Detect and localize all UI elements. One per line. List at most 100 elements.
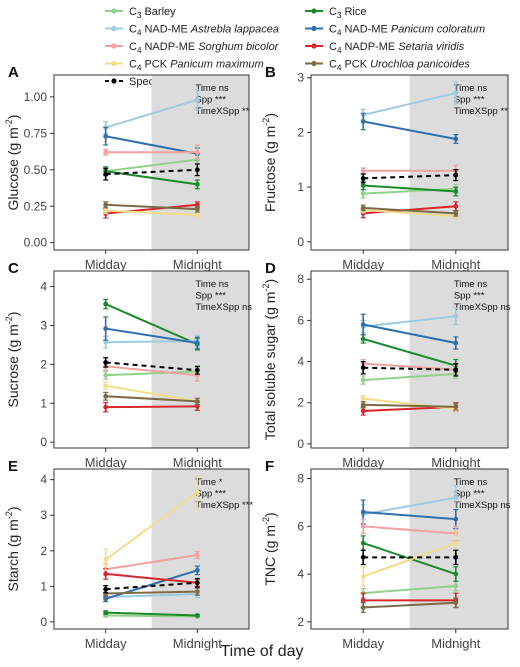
panel-border xyxy=(310,468,509,630)
data-point xyxy=(453,571,459,577)
panel-border xyxy=(310,270,509,449)
series-line xyxy=(105,203,198,211)
stats-label: TimeXSpp ** xyxy=(454,106,508,117)
legend-label: C3 Rice xyxy=(329,6,366,20)
series-1 xyxy=(103,610,200,618)
stats-label: Time ns xyxy=(454,83,488,94)
data-point xyxy=(194,212,200,218)
stats-label: Spp *** xyxy=(195,95,226,106)
data-point xyxy=(360,402,366,408)
panel-letter: D xyxy=(265,260,276,277)
series-1 xyxy=(360,535,459,582)
y-axis-title: Total soluble sugar (g m-2) xyxy=(261,279,278,440)
data-point xyxy=(453,583,459,589)
panels: A 0.00 0.25 0.50 0.75 1.00 Midday Midnight Gluco… xyxy=(4,64,511,651)
x-tick-label: Midnight xyxy=(173,636,223,651)
x-tick-label: Midday xyxy=(85,455,127,470)
stats-label: Time ns xyxy=(195,83,229,94)
stats-label: Spp *** xyxy=(195,489,226,500)
y-tick-label: 1.00 xyxy=(24,90,48,104)
panel-D: D 0 2 4 6 8 Midday Midnight Total soluble sugar … xyxy=(261,260,511,470)
legend-label: C4 NADP-ME Sorghum bicolor xyxy=(129,41,280,55)
series-line xyxy=(363,585,456,595)
series-8 xyxy=(103,577,200,594)
y-tick-label: 4 xyxy=(297,567,304,581)
data-point xyxy=(194,340,200,346)
data-point xyxy=(103,360,109,365)
series-line xyxy=(105,590,198,595)
y-tick-label: 2 xyxy=(40,357,47,371)
stats-label: Spp *** xyxy=(454,291,485,302)
series-line xyxy=(105,611,198,617)
y-tick-label: 0.00 xyxy=(24,236,48,250)
y-tick-label: 2 xyxy=(40,544,47,558)
data-point xyxy=(194,97,200,103)
series-line xyxy=(363,510,456,521)
data-point xyxy=(453,313,459,319)
stats-label: Spp *** xyxy=(454,489,485,500)
series-line xyxy=(105,554,198,571)
series-6 xyxy=(360,530,459,587)
data-point xyxy=(194,206,200,212)
legend-item: C4 NAD-ME Panicum coloratum xyxy=(305,24,485,38)
stats-label: Time ns xyxy=(454,279,488,290)
y-tick-label: 4 xyxy=(40,280,47,294)
series-line xyxy=(105,365,198,377)
panel-border xyxy=(53,270,250,449)
y-tick-label: 0 xyxy=(40,435,47,449)
series-8 xyxy=(103,163,200,181)
x-tick-label: Midday xyxy=(85,257,127,272)
series-line xyxy=(363,323,456,345)
series-7 xyxy=(360,597,459,613)
series-3 xyxy=(103,316,200,350)
legend-item: C4 NAD-ME Astrebla lappacea xyxy=(105,24,279,38)
series-line xyxy=(105,581,198,591)
stats-label: Time * xyxy=(195,477,222,488)
data-point xyxy=(194,589,200,595)
series-4 xyxy=(103,144,200,161)
series-line xyxy=(105,209,198,216)
data-point xyxy=(360,377,366,383)
stats-label: TimeXSpp ns xyxy=(454,500,511,511)
legend-label: C4 PCK Urochloa panicoides xyxy=(329,59,470,73)
series-line xyxy=(362,337,457,367)
panel-letter: E xyxy=(8,458,18,475)
data-point xyxy=(103,610,109,616)
legend-item: C4 NADP-ME Sorghum bicolor xyxy=(105,41,280,55)
series-line xyxy=(105,491,198,561)
data-point xyxy=(103,404,109,410)
data-point xyxy=(103,557,109,563)
y-tick-label: 3 xyxy=(297,71,304,85)
y-axis-title: TNC (g m-2) xyxy=(261,512,278,585)
data-point xyxy=(194,181,200,187)
data-point xyxy=(360,175,366,181)
legend-marker xyxy=(311,8,317,14)
data-point xyxy=(103,202,109,208)
data-point xyxy=(194,552,200,558)
y-tick-label: 0.75 xyxy=(24,126,48,140)
y-tick-label: 2 xyxy=(297,615,304,629)
legend-marker xyxy=(311,43,317,49)
series-line xyxy=(363,362,456,371)
panel-letter: A xyxy=(8,64,19,81)
data-point xyxy=(103,339,109,345)
data-point xyxy=(360,597,366,603)
x-axis-title: Time of day xyxy=(221,643,304,660)
series-8 xyxy=(360,169,459,184)
data-point xyxy=(453,172,459,178)
x-tick-label: Midnight xyxy=(431,636,481,651)
night-shade xyxy=(151,271,249,448)
series-line xyxy=(105,361,198,372)
data-point xyxy=(194,167,200,173)
panel-B: B 0 1 2 3 Midday Midnight Fructose (g m-2) Time … xyxy=(261,64,509,272)
series-line xyxy=(105,303,198,346)
series-line xyxy=(105,135,198,155)
series-line xyxy=(362,92,457,116)
legend-label: C3 Barley xyxy=(129,6,176,20)
data-point xyxy=(360,119,366,124)
series-4 xyxy=(360,518,459,542)
data-point xyxy=(194,580,200,586)
series-line xyxy=(105,572,198,584)
series-line xyxy=(363,601,456,609)
